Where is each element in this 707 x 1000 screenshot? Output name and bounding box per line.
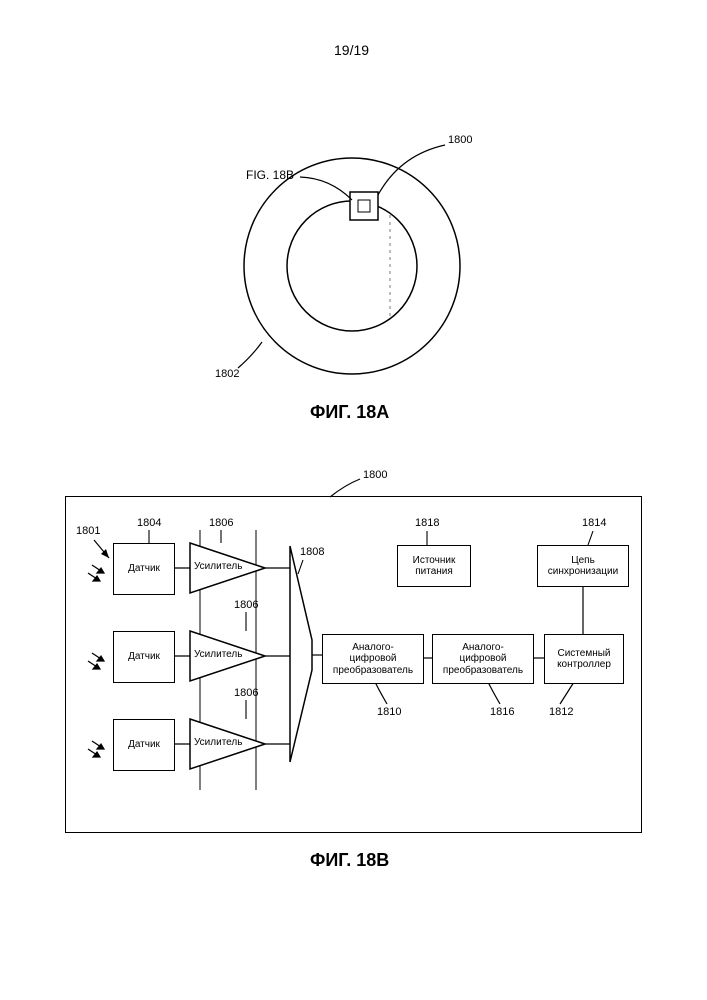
sync-l1: Цепь [571,555,595,567]
sync-block: Цепь синхронизации [537,545,629,587]
power-block: Источник питания [397,545,471,587]
adc2-l1: Аналого- [462,642,504,654]
amp-label-2: Усилитель [194,649,242,660]
page: 19/19 FIG. 18B 1800 1802 ФИГ. 18A [0,0,707,1000]
power-l2: питания [415,566,453,578]
power-l1: Источник [413,555,456,567]
amp-label-1: Усилитель [194,561,242,572]
adc2-l3: преобразователь [443,665,523,677]
adc-2: Аналого- цифровой преобразователь [432,634,534,684]
adc1-l1: Аналого- [352,642,394,654]
adc1-l3: преобразователь [333,665,413,677]
adc-1: Аналого- цифровой преобразователь [322,634,424,684]
adc2-l2: цифровой [459,653,506,665]
ctrl-l2: контроллер [557,659,611,671]
system-controller: Системный контроллер [544,634,624,684]
amp-label-3: Усилитель [194,737,242,748]
ctrl-l1: Системный [557,648,610,660]
sync-l2: синхронизации [548,566,618,578]
adc1-l2: цифровой [349,653,396,665]
fig18b-caption: ФИГ. 18B [310,850,389,871]
